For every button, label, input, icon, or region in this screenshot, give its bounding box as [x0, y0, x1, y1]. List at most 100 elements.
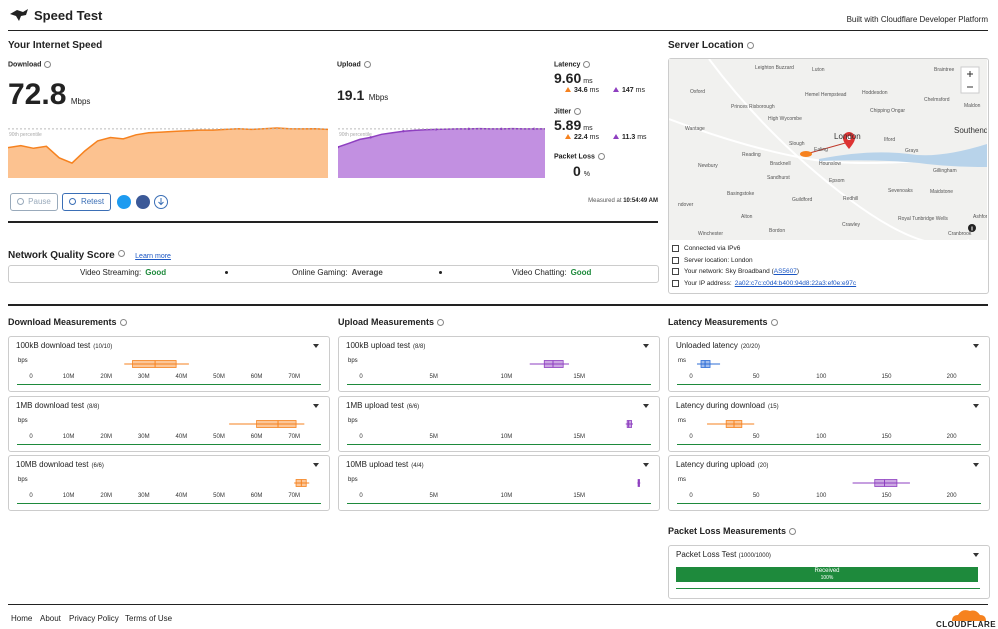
tick-label: 30M	[138, 493, 150, 499]
count: (1000/1000)	[738, 553, 771, 559]
value: 9.60	[554, 70, 582, 86]
progress	[347, 503, 651, 504]
server-icon	[672, 257, 679, 264]
progress	[17, 444, 321, 445]
info-row: Connected via IPv6	[672, 245, 740, 252]
map-label: Maidstone	[930, 189, 953, 195]
tick-label: 30M	[138, 374, 150, 380]
footer-link[interactable]: About	[40, 614, 61, 623]
chevron-shape	[313, 463, 319, 467]
test-card: Unloaded latency (20/20) ms 0 50 100 150 200	[668, 336, 990, 392]
test-card: 10MB download test (6/6) bps 0 10M 20M 30M 40M 5…	[8, 455, 330, 511]
text: Connected via IPv6	[684, 245, 741, 253]
download-chart: 90th percentile	[8, 127, 328, 178]
test-card: 100kB download test (10/10) bps 0 10M 20M 30M 4…	[8, 336, 330, 392]
server-heading: Server Location	[668, 40, 754, 51]
tick-label: 150	[881, 493, 892, 499]
unit: ms	[635, 87, 645, 94]
stat-value: 5.89 ms	[554, 117, 593, 135]
tick-label: 20M	[100, 374, 112, 380]
map-label: Bracknell	[770, 161, 791, 167]
info-row: Your network: Sky Broadband (AS5607)	[672, 268, 799, 275]
ip-icon	[672, 280, 679, 287]
facebook-icon[interactable]	[136, 195, 150, 209]
bar-label: Received	[814, 568, 840, 574]
tick-label: 10M	[501, 374, 513, 380]
map-label: Basingstoke	[727, 191, 754, 197]
box-plot: 0 10M 20M 30M 40M 50M 60M 70M	[29, 360, 300, 380]
chevron	[643, 344, 649, 348]
tick-label: 60M	[251, 493, 263, 499]
point	[369, 136, 372, 139]
info-icon	[437, 319, 445, 327]
pause-button[interactable]: Pause	[10, 193, 58, 211]
chevron	[313, 404, 319, 408]
progress	[677, 384, 981, 385]
bar-value: 100%	[820, 575, 834, 581]
as-link: AS5607	[773, 268, 797, 276]
title: Download Measurements	[8, 317, 117, 327]
tagline: Built with Cloudflare Developer Platform	[846, 15, 988, 24]
chevron-shape	[643, 404, 649, 408]
tick-label: 20M	[100, 434, 112, 440]
percentile-label: 90th percentile	[339, 132, 372, 138]
download-icon	[565, 134, 571, 139]
tick-label: 5M	[430, 434, 438, 440]
map[interactable]: Leighton Buzzard Luton Braintree Oxford Heme…	[669, 59, 987, 240]
tick-label: 70M	[288, 374, 300, 380]
footer-link[interactable]: Terms of Use	[125, 614, 173, 623]
footer-link[interactable]: Home	[11, 614, 33, 623]
map-label: ndover	[678, 202, 694, 208]
unit: bps	[18, 358, 28, 364]
chevron[interactable]	[972, 552, 980, 558]
loaded-values: 34.6 ms 147 ms	[565, 87, 645, 94]
tick-label: 50	[753, 374, 760, 380]
retest-button[interactable]: Retest	[62, 193, 111, 211]
info-row: Server location: London	[672, 257, 753, 264]
title: Packet Loss Measurements	[668, 526, 787, 536]
download-label: Download	[8, 61, 52, 68]
map-label: Alton	[741, 214, 753, 220]
chevron	[313, 463, 319, 467]
unit: ms	[678, 477, 686, 483]
footer-link[interactable]: Privacy Policy	[69, 614, 119, 623]
unit: bps	[348, 358, 358, 364]
box-plot: 0 5M 10M 15M	[359, 420, 633, 440]
zoom-control[interactable]	[960, 66, 980, 94]
learn-more-link[interactable]: Learn more	[135, 253, 171, 260]
map-label: Princes Risborough	[731, 104, 775, 110]
progress	[17, 384, 321, 385]
point	[467, 127, 470, 131]
map-label: Sevenoaks	[888, 188, 913, 194]
map-label: Bordon	[769, 228, 785, 234]
name: Unloaded latency	[676, 341, 738, 350]
value: 147	[621, 87, 634, 94]
card-title: Latency during upload (20)	[676, 460, 768, 469]
tick-label: 50	[753, 493, 760, 499]
name: 1MB upload test	[346, 401, 404, 410]
chevron	[973, 463, 979, 467]
map-label: Redhill	[843, 196, 858, 202]
count: (20)	[757, 463, 769, 469]
tick-label: 0	[689, 493, 693, 499]
unit: Mbps	[70, 97, 91, 106]
box-plot: 0 10M 20M 30M 40M 50M 60M 70M	[29, 479, 310, 499]
upload-icon	[612, 87, 619, 92]
label: Online Gaming:	[292, 268, 348, 277]
box-plot: 0 10M 20M 30M 40M 50M 60M 70M	[29, 420, 305, 440]
map-label: Braintree	[934, 67, 955, 73]
unit: bps	[18, 477, 28, 483]
upload-icon	[612, 134, 619, 139]
unit: bps	[348, 418, 358, 424]
map-label: Sandhurst	[767, 175, 790, 181]
unit: Mbps	[368, 93, 389, 102]
unit: bps	[348, 477, 358, 483]
map-label: High Wycombe	[768, 116, 802, 122]
test-card: 10MB upload test (4/4) bps 0 5M 10M 15M	[338, 455, 660, 511]
point	[402, 130, 405, 133]
map-label: Hounslow	[819, 161, 841, 167]
map-label: Winchester	[698, 231, 723, 237]
tick-label: 50M	[213, 493, 225, 499]
twitter-icon[interactable]	[117, 195, 131, 209]
tick-label: 10M	[63, 434, 75, 440]
